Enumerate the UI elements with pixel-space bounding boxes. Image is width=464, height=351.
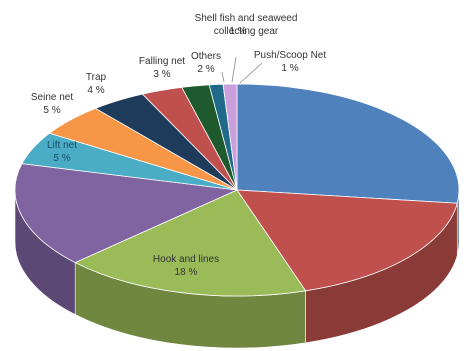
leader-line-shell-fish-and-seaweed-collecting-gear (231, 56, 237, 83)
slice-value-seine-net: 5 % (43, 105, 60, 116)
slice-label-trap: Trap (86, 72, 107, 83)
slice-label-seine-net: Seine net (31, 92, 73, 103)
slice-label-lift-net: Lift net (47, 140, 77, 151)
pie-slices (14, 83, 460, 297)
slice-label-others: Others (191, 51, 221, 62)
slice-label-shell-fish-and-seaweed-collecting-gear: Shell fish and seaweed collecting gear (195, 13, 298, 37)
slice-value-shell-fish-and-seaweed-collecting-gear: 1 % (229, 26, 246, 37)
slice-value-others: 2 % (197, 64, 214, 75)
slice-gill-net (236, 83, 460, 204)
slice-other-gear-red (236, 189, 458, 292)
slice-value-lift-net: 5 % (53, 153, 70, 164)
slice-push-scoop-net (222, 83, 238, 191)
leader-lines (221, 56, 263, 84)
slice-other-gear-purple (14, 163, 239, 264)
slice-label-push-scoop-net: Push/Scoop Net (254, 50, 326, 61)
slice-value-push-scoop-net: 1 % (281, 63, 298, 74)
slice-label-falling-net: Falling net (139, 56, 185, 67)
slice-hook-and-lines (74, 189, 307, 297)
slice-labels: Hook and lines 18 % Lift net 5 % Seine net 5 … (31, 13, 326, 278)
slice-value-falling-net: 3 % (153, 69, 170, 80)
slice-label-hook-and-lines: Hook and lines (153, 254, 219, 265)
leader-line-push-scoop-net (239, 62, 263, 84)
slice-value-trap: 4 % (87, 85, 104, 96)
slice-value-hook-and-lines: 18 % (175, 267, 198, 278)
leader-line-others (221, 71, 225, 83)
